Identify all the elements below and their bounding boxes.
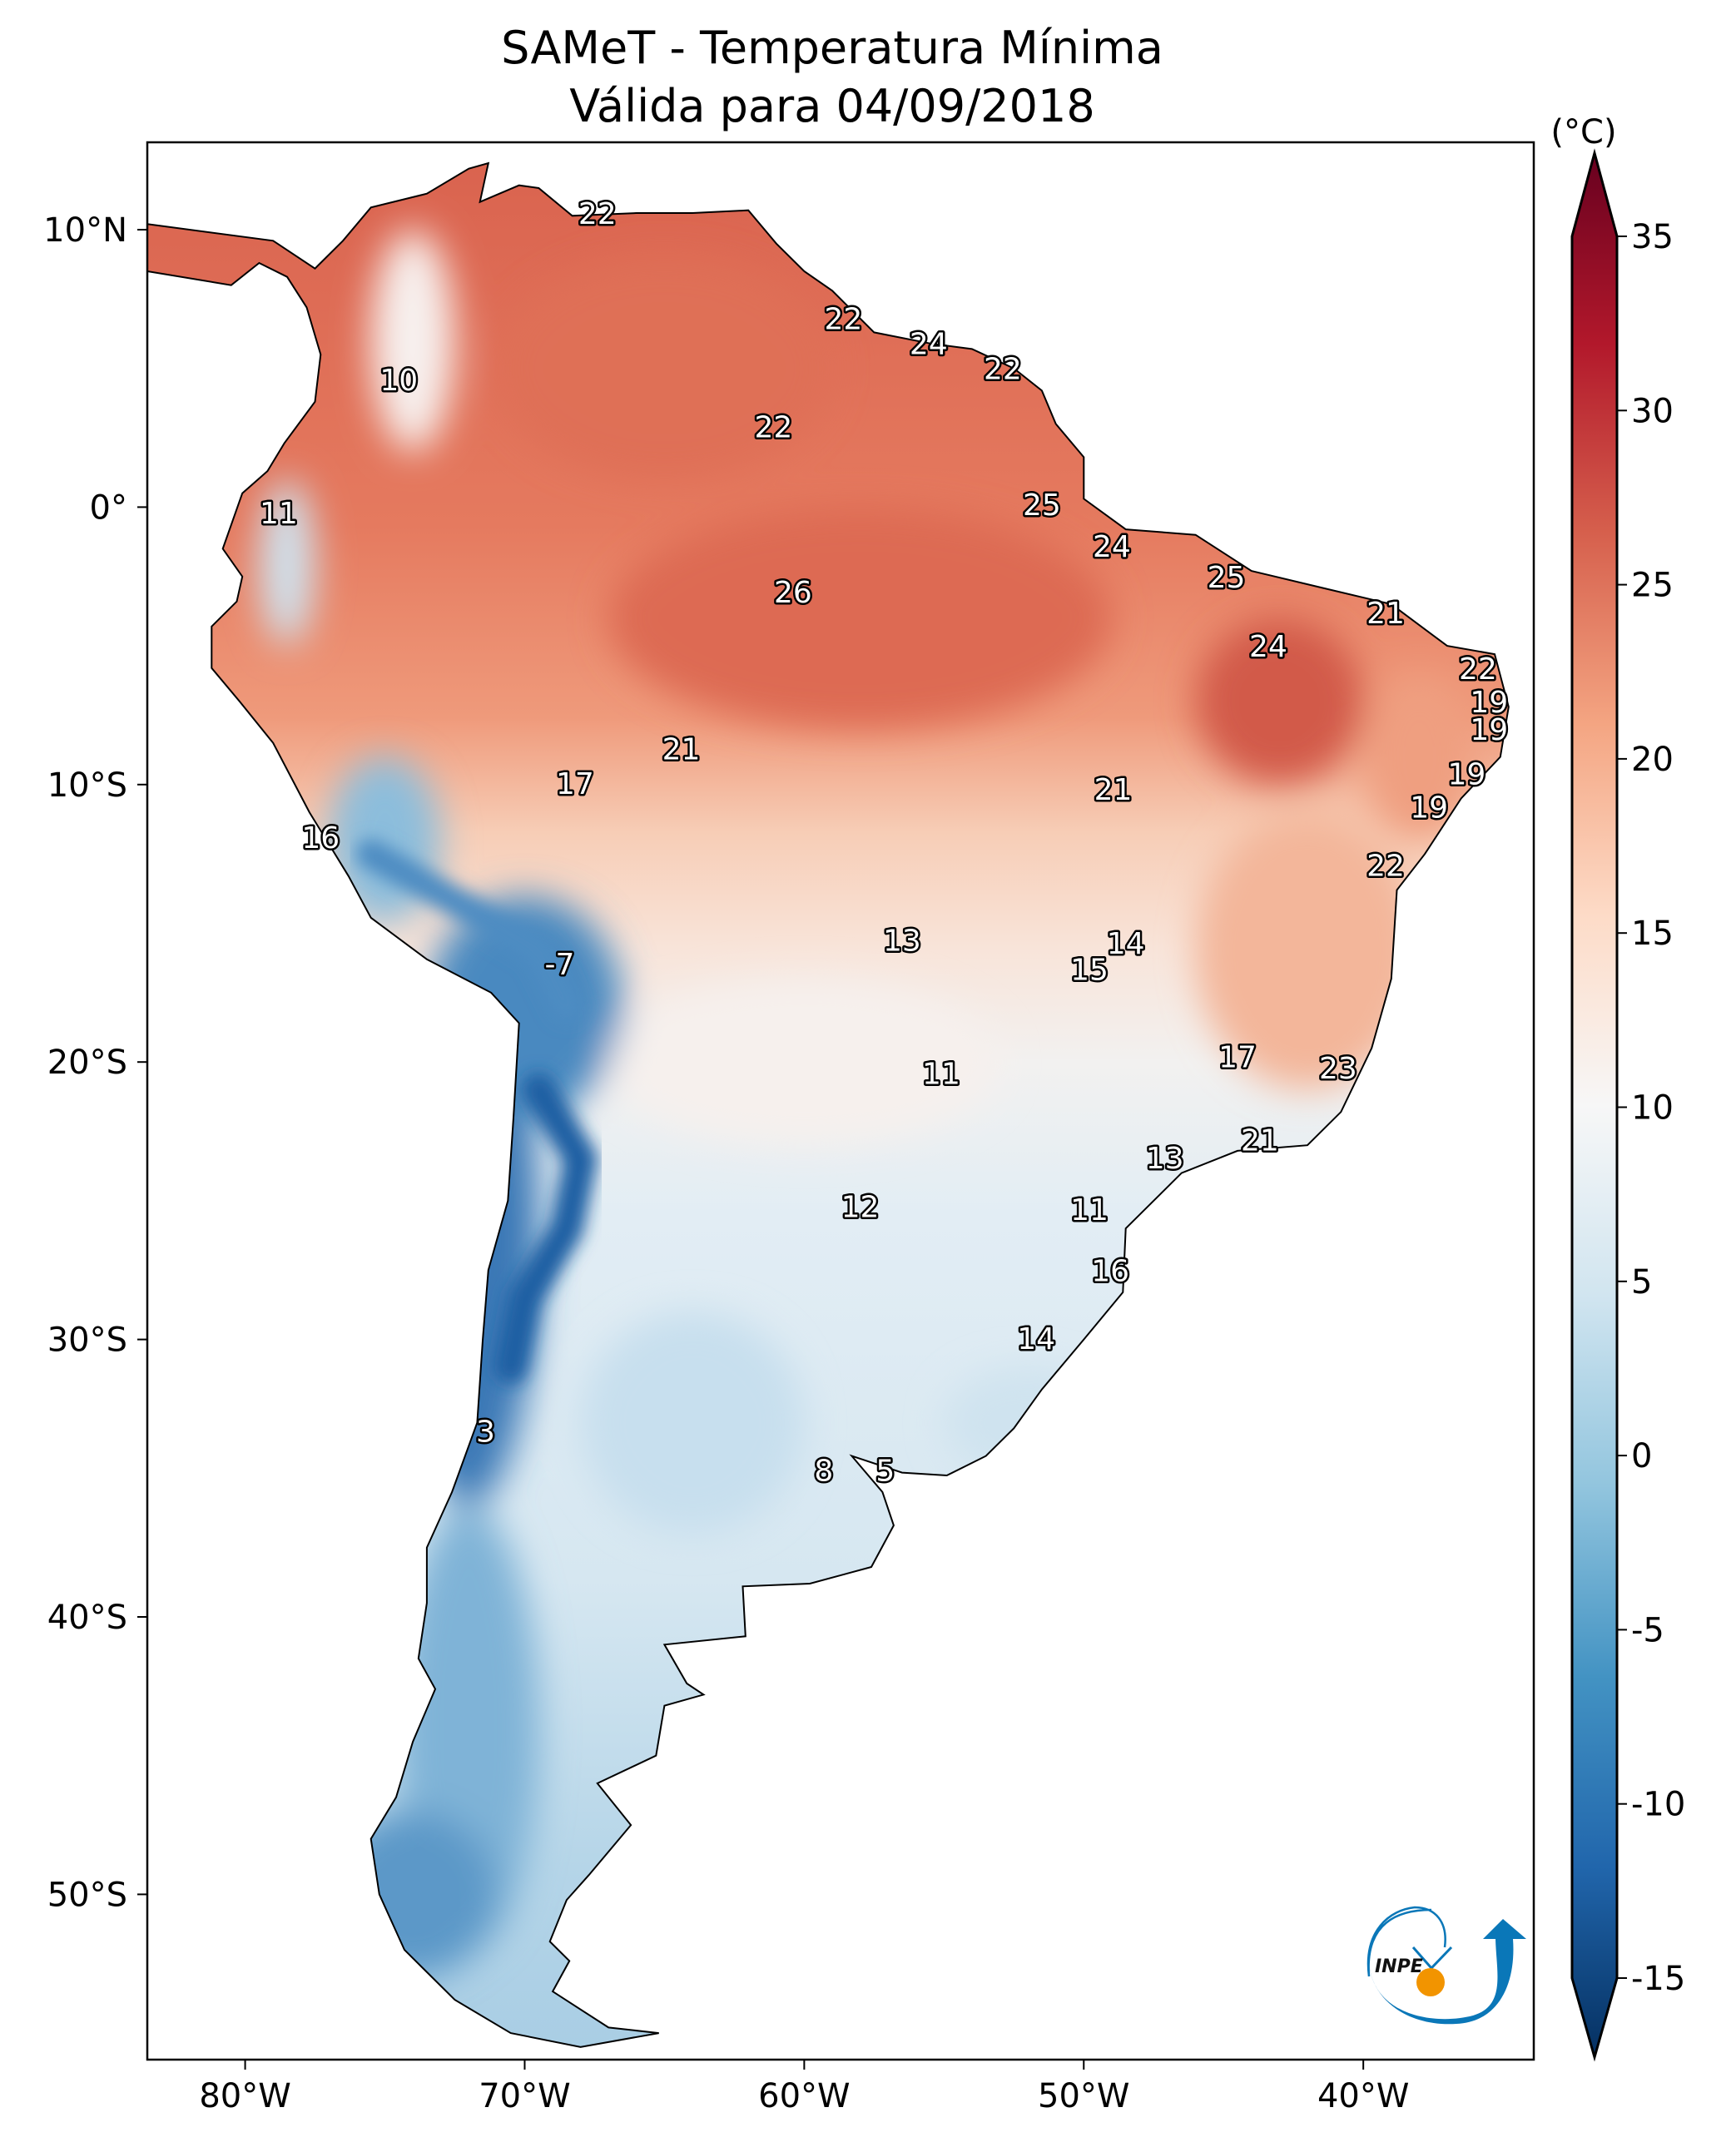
station-temperature-label: 22 [984,353,1022,387]
temperature-patch [1363,673,1476,840]
station-temperature-label: 8 [814,1454,833,1488]
coastline [147,161,1510,2048]
station-temperature-label: 25 [1208,561,1246,595]
station-temperature-label: 24 [1249,630,1287,664]
station-temperature-label: 19 [1470,686,1508,720]
colorbar: (°C) 35 30 25 20 15 10 5 0 -5 -10 -15 [1550,113,1685,2062]
temperature-patch [1195,617,1364,785]
station-temperature-label: 26 [774,576,812,610]
station-temperature-label: 21 [662,732,701,766]
colorbar-unit: (°C) [1550,113,1616,151]
station-temperature-label: 24 [910,328,948,362]
lon-tick-label: 60°W [758,2077,850,2115]
map-frame [146,141,1535,2061]
temperature-patch [1195,812,1420,1090]
temperature-patch [608,507,1112,729]
colorbar-tick-label: 35 [1631,218,1674,256]
station-temperature-label: 11 [260,497,298,531]
temperature-patch [944,1367,1112,1479]
colorbar-tick-label: -15 [1631,1960,1685,1998]
lat-tick-label: 0° [90,488,127,527]
colorbar-tick-label: 30 [1631,392,1674,430]
station-temperature-label: 14 [1107,927,1145,961]
logo-text: INPE [1375,1956,1423,1977]
station-temperature-label: 24 [1093,530,1131,564]
station-temperature-label: 21 [1094,773,1133,807]
colorbar-tick-label: 5 [1631,1263,1652,1302]
station-temperature-label: 13 [883,925,921,959]
andes-cold-band [494,1073,598,1384]
colorbar-body [1570,148,1619,2062]
colorbar-tick-label: 25 [1631,567,1674,605]
colorbar-tick-label: 10 [1631,1089,1674,1128]
station-temperature-label: 17 [556,767,594,801]
temperature-field [147,163,1509,2047]
station-temperature-label: 19 [1448,757,1486,791]
station-temperature-label: -7 [544,948,574,982]
map-subtitle: Válida para 04/09/2018 [569,80,1094,132]
lon-tick-label: 50°W [1038,2077,1129,2115]
lat-tick-label: 50°S [47,1876,127,1914]
altiplano-cold-band [356,839,582,1022]
station-temperature-label: 14 [1017,1322,1055,1356]
station-temperature-label: 15 [1070,954,1109,988]
lat-tick-label: 30°S [47,1321,127,1360]
station-temperature-label: 22 [578,197,617,231]
lat-tick-label: 20°S [47,1044,127,1082]
lat-tick-label: 40°S [47,1599,127,1637]
station-temperature-label: 16 [1091,1254,1129,1288]
colorbar-tick-label: 0 [1631,1437,1652,1475]
station-temperature-label: 22 [1459,652,1497,687]
station-temperature-label: 25 [1023,488,1061,523]
station-temperature-label: 21 [1366,597,1405,631]
station-temperature-label: 11 [922,1058,960,1092]
station-temperature-label: 22 [1366,849,1405,883]
logo-sun [1416,1968,1445,1996]
temperature-patch [496,257,833,479]
colorbar-tick-label: -10 [1631,1786,1685,1824]
station-temperature-label: 16 [301,821,340,855]
inpe-logo: INPE [1366,1906,1526,2025]
station-temperature-label: 23 [1319,1052,1357,1086]
lon-tick-label: 70°W [479,2077,570,2115]
temperature-patch [580,1312,805,1534]
colorbar-tick-label: 15 [1631,915,1674,953]
temperature-patch [259,479,315,646]
colorbar-tick-label: -5 [1631,1611,1664,1649]
station-temperature-label: 21 [1241,1124,1279,1158]
station-temperature-label: 3 [476,1416,495,1450]
lon-tick-label: 40°W [1317,2077,1409,2115]
map-axes: 80°W 70°W 60°W 50°W 40°W 10°N 0° 10°S 20°S 30°S 40… [43,211,1409,2115]
logo-arrow-head [1411,1946,1453,1971]
station-temperature-label: 17 [1218,1041,1257,1075]
logo-arrow-curve [1366,1906,1446,1977]
lon-tick-label: 80°W [199,2077,290,2115]
map-title: SAMeT - Temperatura Mínima [501,22,1163,74]
lat-tick-label: 10°S [47,766,127,805]
station-temperature-label: 11 [1070,1193,1109,1227]
station-temperature-label: 5 [875,1454,895,1488]
station-temperature-label: 13 [1146,1142,1184,1176]
station-temperature-label: 22 [824,303,862,337]
station-temperature-label: 22 [755,411,793,445]
station-temperature-label: 19 [1470,713,1508,747]
station-temperature-label: 19 [1410,791,1448,825]
temperature-patch [370,230,455,452]
logo-swoosh [1368,1919,1526,2025]
temperature-patch [608,979,1000,1146]
lat-tick-label: 10°N [43,211,127,250]
temperature-patch [329,1811,497,1978]
station-temperature-label: 12 [841,1191,880,1225]
colorbar-tick-label: 20 [1631,741,1674,779]
station-temperature-label: 10 [379,364,418,398]
